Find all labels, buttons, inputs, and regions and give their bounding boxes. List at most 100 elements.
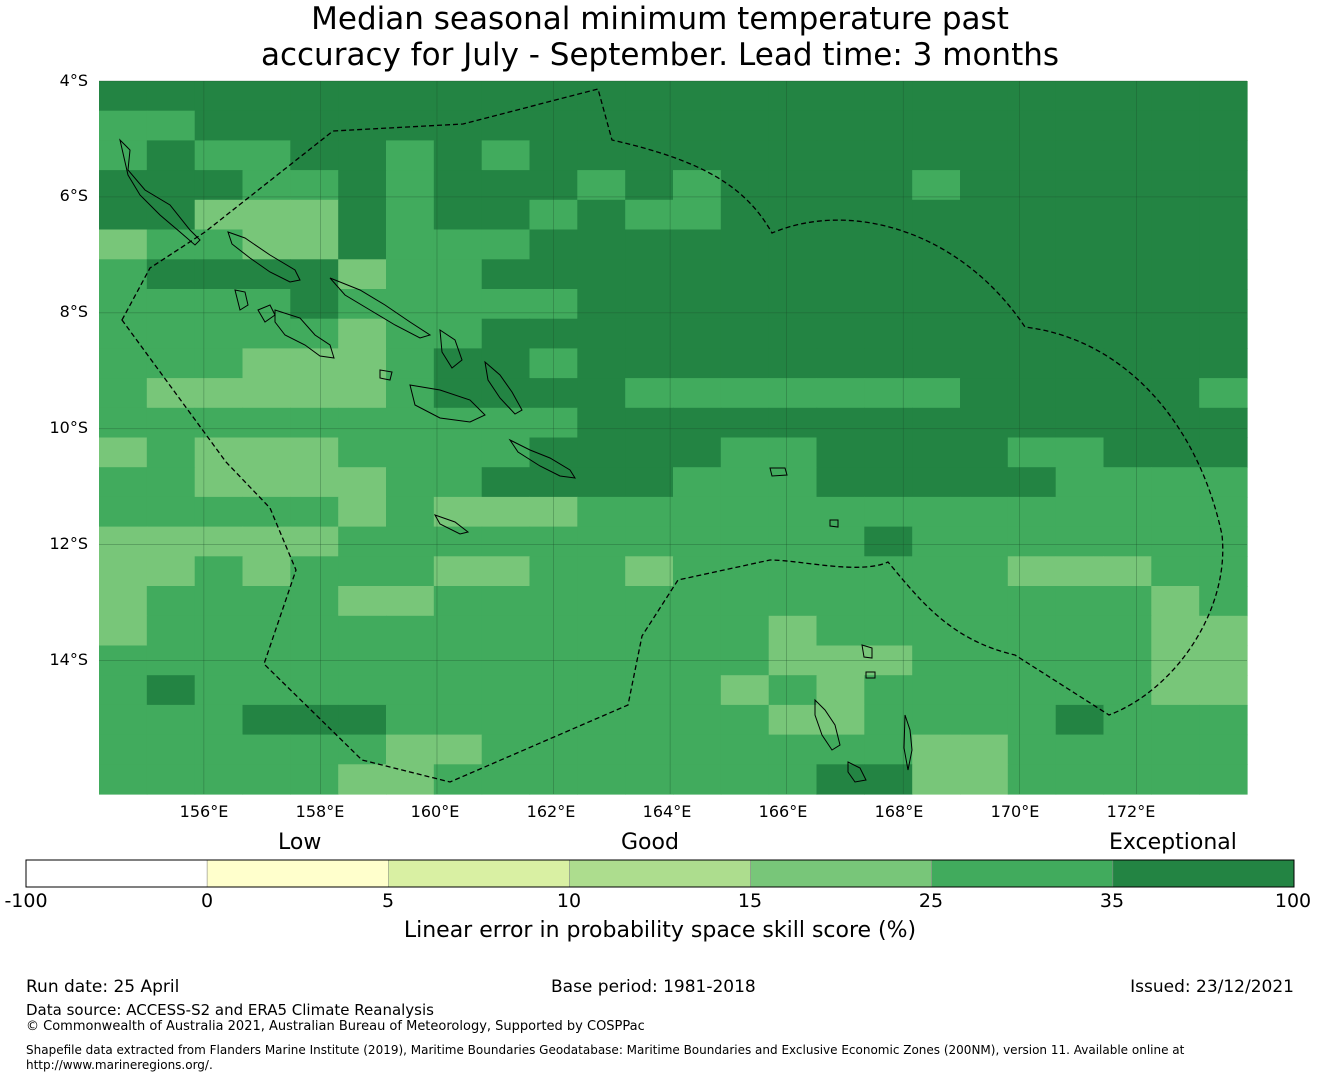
lon-label-162e: 162°E xyxy=(526,802,576,821)
island-outline xyxy=(829,519,839,528)
skill-cell xyxy=(433,586,483,617)
skill-cell xyxy=(433,81,483,112)
skill-cell xyxy=(864,170,913,201)
skill-cell xyxy=(864,259,913,290)
skill-cell xyxy=(720,586,770,617)
skill-cell xyxy=(673,467,722,498)
skill-cell xyxy=(1007,437,1057,468)
skill-cell xyxy=(1007,348,1057,379)
skill-cell xyxy=(99,615,148,647)
skill-cell xyxy=(338,229,387,260)
skill-cell xyxy=(720,229,770,260)
skill-cell xyxy=(146,289,196,320)
skill-cell xyxy=(1007,81,1057,112)
skill-cell xyxy=(338,81,387,112)
skill-cell xyxy=(99,199,148,231)
skill-cell xyxy=(625,199,674,231)
skill-cell xyxy=(386,229,435,260)
skill-cell xyxy=(481,110,531,141)
skill-cell xyxy=(1103,170,1152,201)
skill-cell xyxy=(1199,586,1248,617)
skill-cell xyxy=(768,348,818,379)
lat-label-10s: 10°S xyxy=(49,418,88,437)
skill-cell xyxy=(99,496,148,528)
skill-cell xyxy=(625,81,674,112)
skill-cell xyxy=(720,437,770,468)
skill-cell xyxy=(912,526,961,557)
skill-cell xyxy=(386,318,435,349)
skill-cell xyxy=(99,764,148,795)
skill-cell xyxy=(338,318,387,349)
skill-cell xyxy=(960,615,1009,647)
skill-cell xyxy=(864,289,913,320)
skill-cell xyxy=(720,526,770,557)
skill-cell xyxy=(433,140,483,171)
skill-cell xyxy=(912,586,961,617)
skill-cell xyxy=(1007,556,1057,587)
skill-cell xyxy=(99,110,148,141)
skill-cell xyxy=(1103,764,1152,795)
skill-cell xyxy=(242,586,291,617)
skill-cell xyxy=(625,259,674,290)
skill-cell xyxy=(1055,615,1105,647)
skill-cell xyxy=(1199,81,1248,112)
skill-cell xyxy=(1199,764,1248,795)
skill-cell xyxy=(194,407,244,439)
skill-cell xyxy=(720,496,770,528)
skill-cell xyxy=(625,556,674,587)
skill-cell xyxy=(290,199,339,231)
skill-cell xyxy=(481,199,531,231)
skill-cell xyxy=(481,704,531,736)
skill-cell xyxy=(577,140,626,171)
skill-cell xyxy=(194,586,244,617)
skill-cell xyxy=(912,140,961,171)
skill-cell xyxy=(577,556,626,587)
skill-cell xyxy=(242,467,291,498)
skill-cell xyxy=(290,586,339,617)
skill-cell xyxy=(720,615,770,647)
skill-cell xyxy=(146,229,196,260)
skill-cell xyxy=(1055,526,1105,557)
skill-cell xyxy=(912,259,961,290)
skill-cell xyxy=(481,526,531,557)
skill-cell xyxy=(99,170,148,201)
skill-cell xyxy=(673,289,722,320)
skill-cell xyxy=(1151,318,1200,349)
skill-cell xyxy=(386,764,435,795)
skill-cell xyxy=(242,615,291,647)
skill-cell xyxy=(1199,229,1248,260)
copyright: © Commonwealth of Australia 2021, Austra… xyxy=(26,1019,645,1034)
skill-cell xyxy=(1007,378,1057,409)
skill-cell xyxy=(433,556,483,587)
skill-cell xyxy=(146,526,196,557)
colorbar-outline xyxy=(25,859,1295,888)
chart-title-line-1: Median seasonal minimum temperature past xyxy=(311,1,1009,37)
skill-cell xyxy=(99,318,148,349)
colorbar xyxy=(25,859,1295,888)
skill-cell xyxy=(146,675,196,706)
skill-cell xyxy=(1199,199,1248,231)
skill-cell xyxy=(242,437,291,468)
skill-cell xyxy=(290,437,339,468)
skill-cell xyxy=(577,229,626,260)
skill-cell xyxy=(960,81,1009,112)
skill-cell xyxy=(1151,467,1200,498)
skill-cell xyxy=(720,764,770,795)
run-date: Run date: 25 April xyxy=(26,977,180,997)
skill-cell xyxy=(625,110,674,141)
skill-cell xyxy=(912,496,961,528)
skill-cell xyxy=(338,348,387,379)
skill-cell xyxy=(1103,348,1152,379)
skill-cell xyxy=(720,140,770,171)
skill-cell xyxy=(242,140,291,171)
skill-cell xyxy=(194,378,244,409)
skill-cell xyxy=(864,764,913,795)
skill-cell xyxy=(242,556,291,587)
skill-cell xyxy=(481,496,531,528)
skill-cell xyxy=(433,675,483,706)
skill-cell xyxy=(1199,437,1248,468)
skill-cell xyxy=(673,586,722,617)
base-period: Base period: 1981-2018 xyxy=(551,977,756,997)
colorbar-segment xyxy=(569,859,751,888)
skill-cell xyxy=(242,81,291,112)
